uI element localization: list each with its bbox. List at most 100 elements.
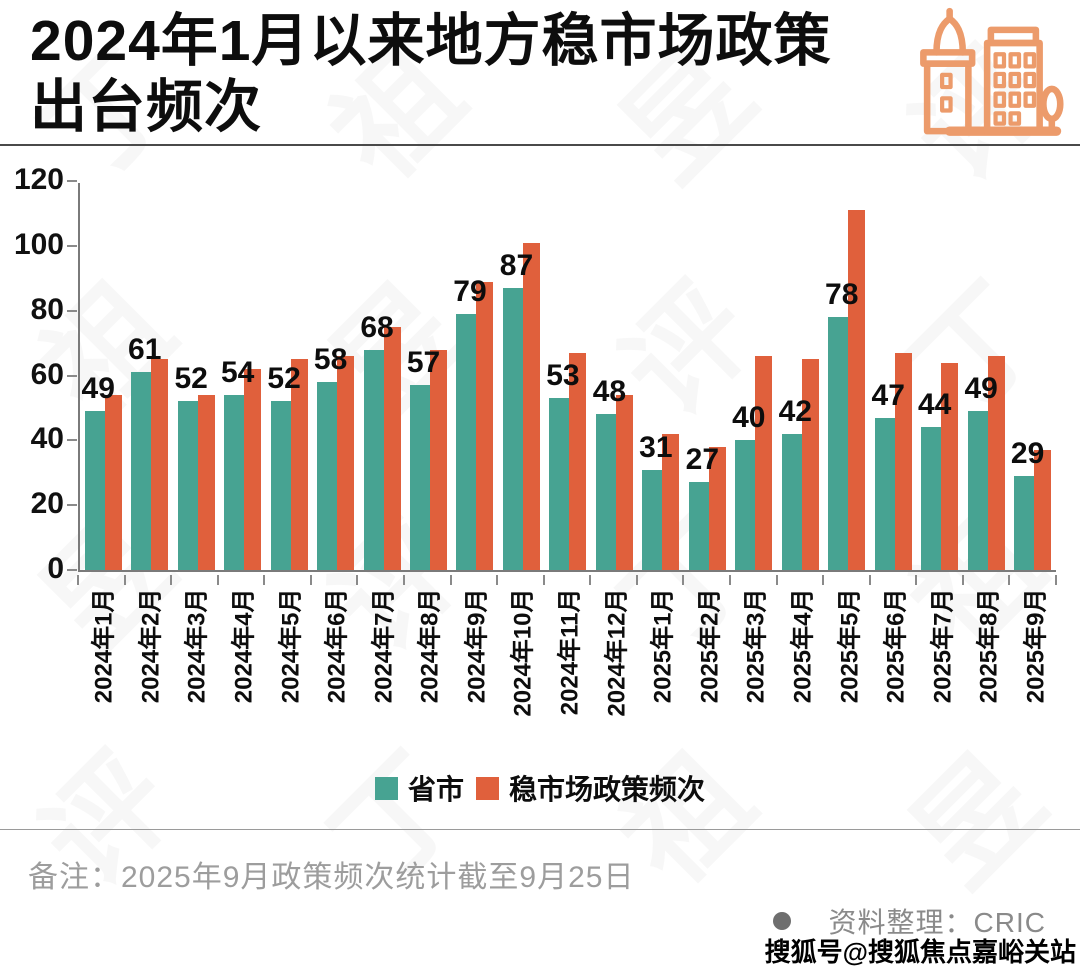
- x-axis-tick: [309, 575, 312, 585]
- x-axis-cell: 2025年8月: [963, 574, 1010, 749]
- policy-frequency-bar: [337, 356, 355, 570]
- x-axis-tick: [589, 575, 592, 585]
- bar-value-label: 87: [499, 248, 534, 282]
- province-city-bar: [177, 401, 198, 570]
- x-axis-label: 2025年1月: [649, 588, 677, 704]
- x-axis-label: 2024年3月: [183, 588, 211, 704]
- policy-frequency-bar: [522, 242, 540, 570]
- bar-group: 42: [777, 183, 823, 570]
- bar-value-label: 48: [592, 375, 627, 409]
- x-axis-tick: [402, 575, 405, 585]
- province-city-bar: [410, 385, 431, 570]
- source-row: 资料整理：CRIC: [772, 901, 1046, 941]
- bar-value-label: 52: [174, 362, 208, 396]
- province-city-bar: [688, 482, 709, 570]
- x-axis-cell: 2025年1月: [637, 574, 684, 749]
- bar-value-label: 68: [360, 310, 394, 344]
- bar-group: 57: [405, 183, 451, 570]
- x-axis-label: 2025年8月: [975, 588, 1003, 704]
- legend-swatch: [374, 776, 398, 800]
- x-axis-label: 2025年7月: [929, 588, 957, 704]
- x-axis-cell: 2024年12月: [590, 574, 637, 749]
- bar-value-label: 57: [406, 346, 441, 380]
- x-axis-label: 2024年1月: [90, 588, 118, 704]
- bar-value-label: 44: [917, 388, 952, 422]
- x-axis-label: 2024年11月: [556, 588, 584, 716]
- x-axis-cell: 2025年6月: [870, 574, 917, 749]
- x-axis-tick: [1008, 575, 1011, 585]
- bar-group: 49: [963, 183, 1009, 570]
- legend-label: 省市: [407, 774, 464, 805]
- x-axis-tick: [728, 575, 731, 585]
- y-axis-label: 120: [13, 163, 64, 196]
- policy-frequency-bar: [848, 210, 866, 570]
- x-axis-tick: [170, 575, 173, 585]
- province-city-bar: [642, 469, 663, 570]
- x-axis-labels: 2024年1月 2024年2月 2024年3月 2024年4月 2024年5月 2024年…: [78, 574, 1056, 749]
- x-axis-tick: [356, 575, 359, 585]
- policy-frequency-bar: [476, 281, 494, 570]
- y-axis-tick: [67, 244, 77, 247]
- x-axis-cell: 2025年5月: [823, 574, 870, 749]
- province-city-bar: [595, 414, 616, 570]
- city-buildings-icon: [920, 7, 1064, 136]
- x-axis-cell: 2024年5月: [264, 574, 311, 749]
- y-axis-label: 20: [30, 487, 64, 521]
- x-axis-label: 2025年5月: [836, 588, 864, 704]
- policy-frequency-bar: [1034, 450, 1052, 570]
- y-axis-tick: [67, 374, 77, 377]
- bar-value-label: 61: [128, 333, 162, 367]
- province-city-bar: [84, 411, 105, 570]
- y-axis-tick: [67, 180, 77, 182]
- policy-frequency-bar: [708, 446, 726, 570]
- bar-value-label: 27: [685, 443, 720, 477]
- x-axis: 2024年1月 2024年2月 2024年3月 2024年4月 2024年5月 2024年…: [77, 574, 1057, 749]
- x-axis-tick: [496, 575, 499, 585]
- bar-group: 29: [1009, 183, 1055, 570]
- source-label: 资料整理：CRIC: [828, 907, 1046, 938]
- x-axis-cell: 2024年4月: [218, 574, 265, 749]
- bar-value-label: 49: [81, 372, 115, 406]
- province-city-bar: [456, 313, 477, 570]
- bar-value-label: 52: [267, 362, 301, 396]
- x-axis-tick: [822, 575, 825, 585]
- footnote: 备注：2025年9月政策频次统计截至9月25日: [28, 861, 635, 894]
- publisher-watermark: 搜狐号@搜狐焦点嘉峪关站: [764, 937, 1076, 967]
- header: 2024年1月以来地方稳市场政策 出台频次: [0, 0, 1080, 144]
- x-axis-label: 2025年3月: [742, 588, 770, 704]
- bar-group: 47: [870, 183, 916, 570]
- bar-group: 79: [452, 183, 498, 570]
- y-axis-tick: [67, 569, 77, 571]
- policy-frequency-bar: [430, 349, 448, 570]
- x-axis-tick: [635, 575, 638, 585]
- province-city-bar: [735, 440, 756, 570]
- x-axis-cell: 2025年9月: [1010, 574, 1057, 749]
- x-axis-tick: [449, 575, 452, 585]
- y-axis-tick: [67, 309, 77, 312]
- x-axis-cell: 2024年1月: [78, 574, 125, 749]
- bar-group: 78: [824, 183, 870, 570]
- legend-item: 稳市场政策频次: [476, 768, 705, 808]
- bar-value-label: 53: [546, 359, 580, 393]
- page-title-line1: 2024年1月以来地方稳市场政策: [30, 9, 832, 73]
- bar-groups: 49 61 52 54 52 58 68 57 79 87 53 48 31 27 40 42 78 47 44 49…: [80, 183, 1056, 570]
- x-axis-cell: 2024年10月: [497, 574, 544, 749]
- x-axis-tick: [542, 575, 545, 585]
- bar-group: 44: [916, 183, 962, 570]
- x-axis-label: 2025年2月: [696, 588, 724, 704]
- chart-legend: 省市 稳市场政策频次: [0, 768, 1080, 808]
- page-title: 2024年1月以来地方稳市场政策 出台频次: [30, 8, 1080, 140]
- x-axis-label: 2024年4月: [230, 588, 258, 704]
- bar-group: 27: [684, 183, 730, 570]
- x-axis-cell: 2024年11月: [544, 574, 591, 749]
- bar-value-label: 79: [453, 274, 487, 308]
- x-axis-cell: 2025年3月: [730, 574, 777, 749]
- policy-frequency-bar: [383, 326, 401, 570]
- bar-group: 48: [591, 183, 637, 570]
- y-axis-label: 60: [30, 357, 64, 391]
- x-axis-label: 2025年6月: [882, 588, 910, 704]
- x-axis-label: 2024年2月: [137, 588, 165, 704]
- y-axis-label: 0: [47, 552, 64, 585]
- bar-group: 68: [359, 183, 405, 570]
